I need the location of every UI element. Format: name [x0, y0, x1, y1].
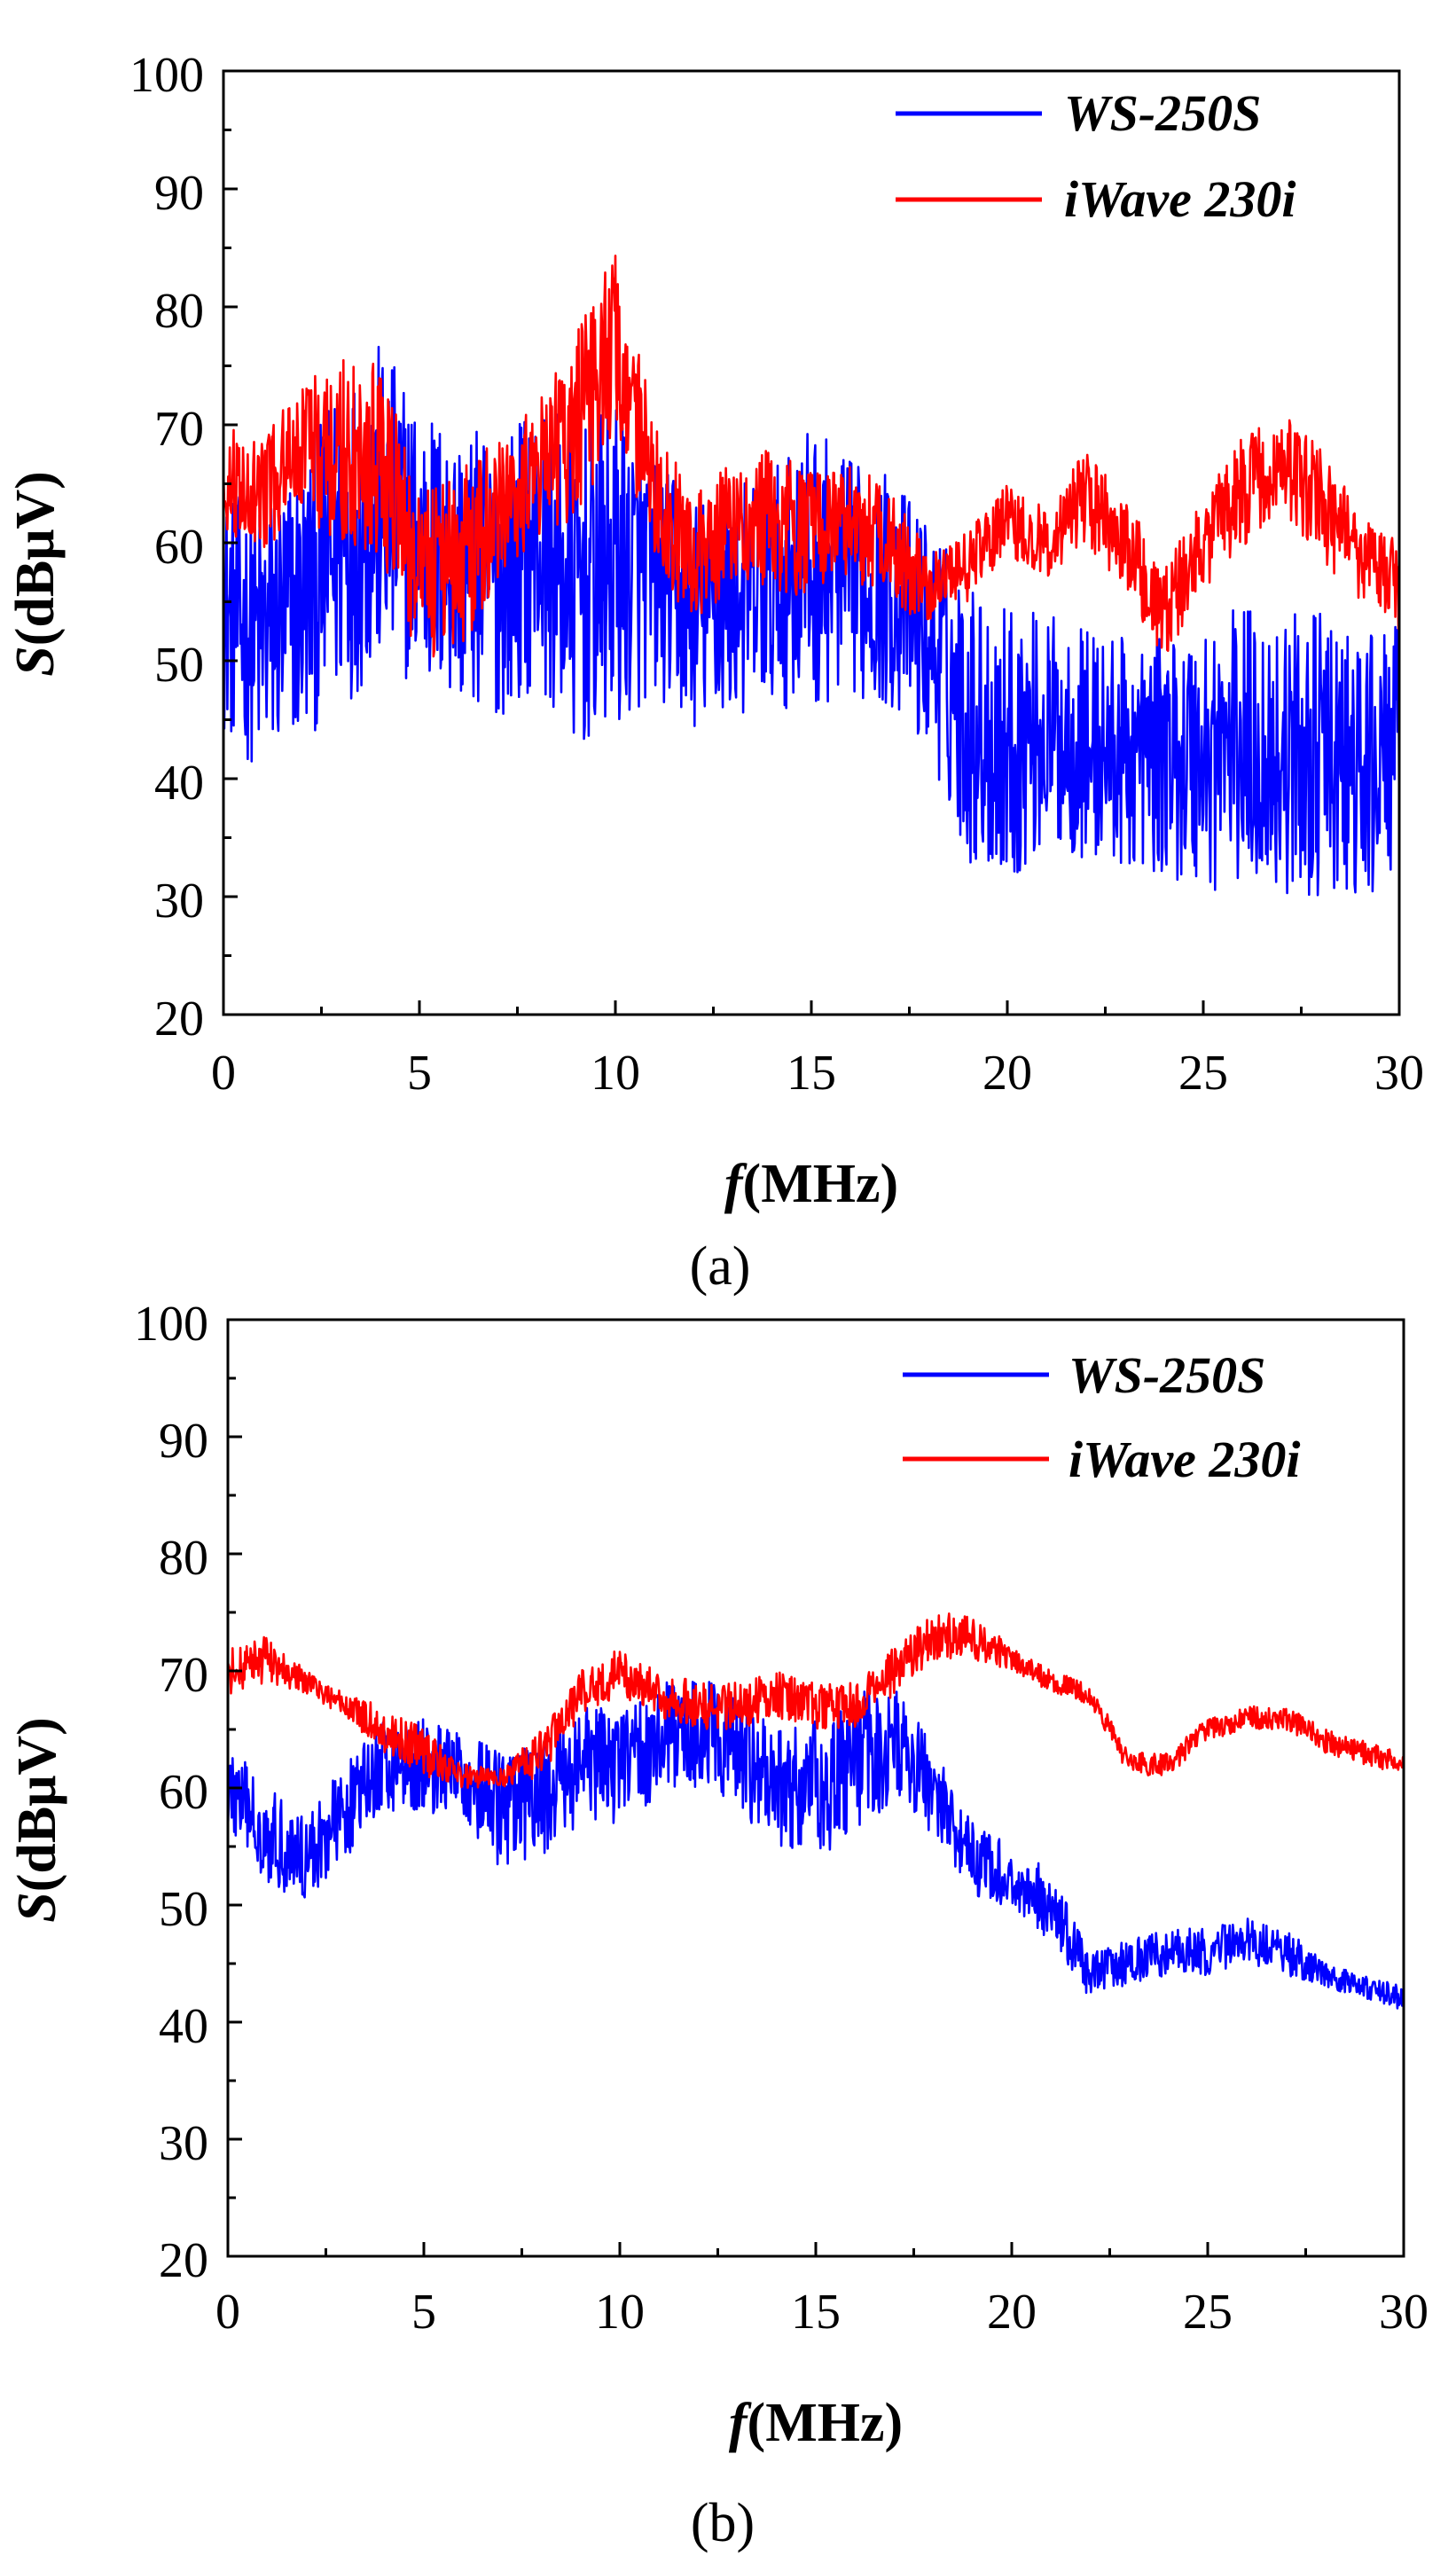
- chart-b-legend: WS-250S iWave 230i: [903, 1346, 1300, 1488]
- chart-b-y-tick-labels: 20 30 40 50 60 70 80 90 100: [134, 1297, 208, 2288]
- chart-b-y-tick-label: 80: [159, 1531, 208, 1586]
- chart-a-x-tick-label: 25: [1178, 1046, 1228, 1101]
- chart-a-legend: WS-250S iWave 230i: [896, 84, 1296, 228]
- chart-b-x-tick-label: 15: [791, 2285, 841, 2340]
- chart-a-x-axis-unit: (MHz): [743, 1154, 899, 1214]
- chart-a-x-tick-labels: 0 5 10 15 20 25 30: [211, 1046, 1424, 1101]
- chart-b-caption: (b): [691, 2493, 755, 2553]
- chart-a-y-tick-label: 40: [154, 756, 204, 811]
- chart-a-y-tick-label: 80: [154, 284, 204, 339]
- chart-a-y-tick-label: 100: [129, 48, 204, 103]
- chart-b-series-ws250s: [226, 1681, 1405, 2010]
- chart-a-y-axis-unit: (dBμV): [5, 471, 66, 646]
- chart-b-x-tick-label: 25: [1183, 2285, 1233, 2340]
- chart-a-series-iwave230i: [222, 255, 1401, 658]
- chart-a-legend-label-ws250s: WS-250S: [1064, 84, 1261, 142]
- chart-a-series-ws250s: [222, 345, 1401, 897]
- chart-b-x-tick-labels: 0 5 10 15 20 25 30: [215, 2285, 1429, 2340]
- chart-a-x-tick-label: 15: [787, 1046, 836, 1101]
- chart-a-plot-area: [222, 69, 1401, 1016]
- chart-b-plot-area: [226, 1318, 1405, 2258]
- chart-b-x-tick-label: 30: [1379, 2285, 1429, 2340]
- chart-b-series-iwave230i: [226, 1612, 1405, 1789]
- chart-a-y-tick-label: 20: [154, 992, 204, 1047]
- chart-a-y-tick-label: 50: [154, 638, 204, 693]
- chart-b-x-axis-unit: (MHz): [748, 2393, 904, 2453]
- chart-b-y-axis-symbol: S: [7, 1892, 67, 1922]
- chart-a-y-tick-label: 30: [154, 874, 204, 929]
- chart-b-legend-label-ws250s: WS-250S: [1069, 1346, 1265, 1404]
- chart-a-y-tick-label: 70: [154, 402, 204, 457]
- chart-b-y-tick-label: 40: [159, 1999, 208, 2054]
- chart-b-y-tick-label: 90: [159, 1414, 208, 1469]
- chart-a-x-tick-label: 5: [407, 1046, 432, 1101]
- chart-a-x-tick-label: 20: [982, 1046, 1032, 1101]
- chart-b-legend-label-iwave230i: iWave 230i: [1069, 1431, 1300, 1488]
- chart-a-x-axis-title: f(MHz): [724, 1154, 898, 1214]
- chart-a-x-tick-label: 10: [591, 1046, 640, 1101]
- chart-b-y-tick-label: 30: [159, 2116, 208, 2171]
- chart-a-y-axis-symbol: S: [5, 646, 66, 676]
- chart-b-y-tick-label: 70: [159, 1648, 208, 1703]
- chart-b-y-axis-title: S(dBμV): [7, 1717, 67, 1923]
- chart-a-caption: (a): [690, 1236, 751, 1297]
- chart-b-x-tick-label: 5: [411, 2285, 436, 2340]
- chart-b-y-tick-label: 20: [159, 2233, 208, 2288]
- chart-a-y-tick-label: 90: [154, 166, 204, 221]
- chart-b-x-tick-label: 0: [215, 2285, 240, 2340]
- chart-b-y-tick-label: 50: [159, 1882, 208, 1937]
- chart-a-y-tick-labels: 20 30 40 50 60 70 80 90 100: [129, 48, 204, 1047]
- chart-a-y-tick-label: 60: [154, 520, 204, 575]
- chart-a-legend-label-iwave230i: iWave 230i: [1064, 170, 1296, 228]
- chart-b-y-tick-label: 60: [159, 1765, 208, 1820]
- chart-b-x-axis-title: f(MHz): [729, 2393, 903, 2453]
- chart-b-x-tick-label: 10: [595, 2285, 645, 2340]
- chart-b-y-tick-label: 100: [134, 1297, 208, 1352]
- chart-a-x-tick-label: 30: [1374, 1046, 1424, 1101]
- chart-b-y-axis-unit: (dBμV): [7, 1717, 67, 1892]
- chart-a-x-tick-label: 0: [211, 1046, 236, 1101]
- chart-a-y-axis-title: S(dBμV): [5, 471, 66, 677]
- chart-panel-b: 0 5 10 15 20 25 30 20 30 40 50 60 70 80 …: [7, 1297, 1429, 2553]
- chart-b-x-tick-label: 20: [987, 2285, 1037, 2340]
- chart-panel-a: 0 5 10 15 20 25 30 20 30 40 50 60 70 80 …: [5, 48, 1424, 1297]
